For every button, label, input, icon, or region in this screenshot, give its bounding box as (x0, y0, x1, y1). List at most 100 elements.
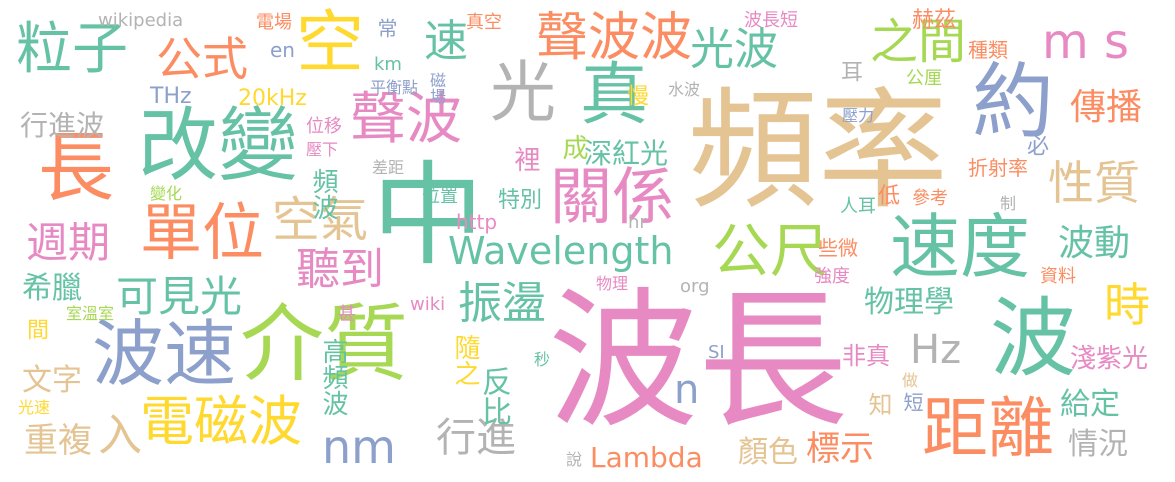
word-si: SI (708, 342, 725, 363)
word-n: n (674, 367, 700, 413)
word-xingjin: 行進 (436, 415, 516, 461)
word-shengbo: 聲波 (350, 87, 462, 152)
word-li: 裡 (510, 146, 540, 172)
word-weiyi: 位移 (306, 116, 342, 137)
word-wulixue: 物理學 (864, 285, 954, 320)
word-bochangduan: 波長短 (744, 10, 798, 31)
word-20khz: 20kHz (238, 86, 307, 111)
word-lambda: Lambda (590, 441, 703, 474)
word-qingkuang: 情況 (1068, 427, 1128, 462)
word-kong: 空 (296, 4, 365, 83)
word-shen: 甚 (338, 304, 356, 325)
word-shiwenshi: 室溫室 (66, 304, 115, 323)
word-wikipedia: wikipedia (98, 10, 184, 31)
word-ziliao: 資料 (1040, 266, 1076, 287)
word-bo: 波 (990, 289, 1076, 389)
word-geiding: 給定 (1060, 387, 1120, 422)
word-wenzi: 文字 (22, 363, 82, 398)
word-chang2: 常 (374, 18, 398, 38)
word-guanxi: 關係 (550, 160, 675, 233)
word-duan: 短 (900, 392, 924, 412)
word-cankao: 參考 (912, 188, 948, 209)
word-kejianguang: 可見光 (116, 272, 243, 321)
word-kongqi: 空氣 (272, 192, 369, 248)
word-guangbo: 光波 (690, 24, 778, 75)
word-di: 低 (878, 184, 901, 209)
word-cheng: 成 (558, 134, 588, 160)
word-xiewei: 些微 (818, 236, 858, 260)
word-bochang: 波長 (548, 275, 849, 449)
word-pinbo: 頻波 (308, 168, 338, 220)
word-yanse: 顏色 (738, 435, 798, 470)
word-chaju: 差距 (372, 158, 405, 177)
word-miao: 秒 (534, 350, 551, 369)
word-xingzhi: 性質 (1048, 156, 1140, 210)
word-pinlv: 頻率 (688, 75, 949, 227)
word-zhijian: 之間 (870, 14, 967, 70)
word-tingdao: 聽到 (296, 244, 384, 295)
word-zhi2: 知 (864, 392, 892, 416)
word-rener: 人耳 (840, 196, 876, 217)
word-thz: THz (150, 84, 192, 109)
word-zhen: 真 (580, 56, 649, 135)
word-km: km (374, 54, 402, 75)
word-cichang: 磁場 (427, 72, 446, 104)
word-er: 耳 (837, 60, 862, 82)
word-zhendang: 振盪 (458, 278, 546, 329)
word-qianziguang: 淺紫光 (1070, 344, 1149, 374)
word-shuibo: 水波 (668, 80, 701, 99)
word-juli: 距離 (922, 390, 1054, 467)
word-bosu: 波速 (92, 312, 237, 396)
word-zhouqi: 週期 (26, 218, 111, 267)
word-xingjinbo: 行進波 (20, 109, 105, 142)
word-wiki: wiki (410, 294, 446, 315)
word-zuo: 做 (899, 372, 918, 388)
word-dianchang: 電場 (256, 12, 292, 33)
word-zheshelv: 折射率 (968, 156, 1028, 180)
word-feizhen: 非真 (842, 342, 890, 370)
word-hezi: 赫茲 (912, 8, 957, 33)
word-ru: 入 (98, 410, 142, 461)
word-zhenkong: 真空 (466, 12, 502, 33)
word-yali: 壓力 (842, 106, 875, 125)
word-zhonglei: 種類 (968, 38, 1008, 62)
word-man: 慢 (623, 84, 648, 106)
word-zhong: 中 (372, 151, 484, 281)
word-weizhi: 位置 (422, 186, 458, 207)
word-suizhi: 隨之 (450, 334, 480, 386)
word-guangsu: 光速 (18, 398, 51, 417)
word-yue: 約 (972, 55, 1055, 150)
word-pinghengdian: 平衡點 (370, 78, 419, 97)
word-wavelength: Wavelength (448, 229, 674, 273)
word-gongli: 公厘 (906, 68, 942, 89)
word-tebie: 特別 (498, 188, 543, 213)
word-biaoshi: 標示 (806, 429, 874, 469)
word-chongfu: 重複 (24, 421, 92, 461)
word-wuli: 物理 (596, 274, 629, 293)
word-gongchi: 公尺 (712, 217, 829, 285)
word-nm: nm (322, 420, 396, 474)
word-danwei: 單位 (140, 196, 265, 269)
word-xila: 希臘 (22, 271, 82, 306)
word-dianciabo: 電磁波 (140, 390, 302, 453)
word-fanbi: 反比 (476, 366, 511, 426)
word-jiezhi: 介質 (240, 295, 409, 393)
word-gaopinbo: 高頻波 (318, 338, 348, 416)
word-bodong: 波動 (1058, 223, 1131, 264)
word-hz: Hz (910, 327, 962, 373)
word-su: 速 (424, 16, 468, 67)
word-lizi: 粒子 (16, 17, 128, 82)
word-hr: hr (628, 212, 647, 233)
word-sudu: 速度 (890, 206, 1030, 288)
word-org: org (680, 276, 710, 297)
word-chuanbo: 傳播 (1070, 87, 1143, 128)
word-shuo: 說 (566, 450, 583, 469)
word-shi: 時 (1104, 278, 1150, 332)
word-http: http (456, 210, 498, 234)
word-gaibian: 改變 (138, 99, 298, 192)
word-shengbobo: 聲波波 (536, 8, 693, 68)
word-qiangdu: 強度 (814, 266, 850, 287)
word-gongshi: 公式 (156, 32, 248, 86)
word-jian: 間 (23, 318, 48, 340)
